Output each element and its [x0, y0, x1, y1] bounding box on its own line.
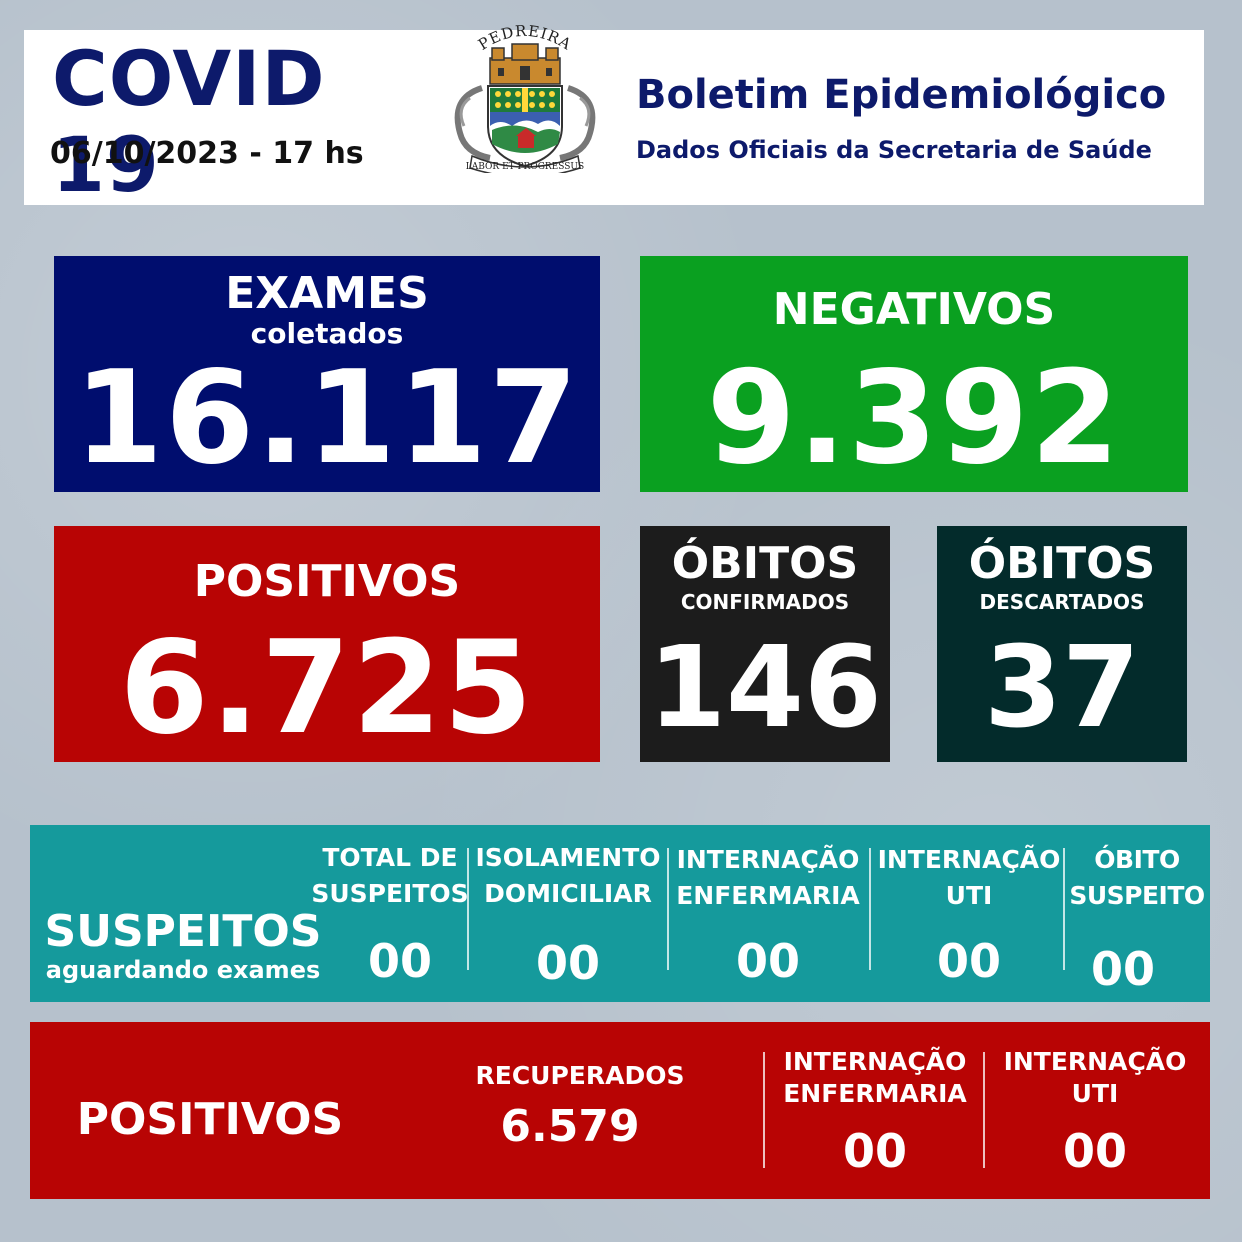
- obitos-confirmados-value: 146: [648, 623, 882, 753]
- exames-card: EXAMES coletados 16.117: [54, 256, 600, 493]
- positivos-card: POSITIVOS 6.725: [54, 526, 600, 763]
- exames-value: 16.117: [74, 344, 580, 493]
- positivos-divider: [763, 1052, 765, 1168]
- pedreira-crest-icon: PEDREIRA LABOR ET PROGRESSUS: [454, 22, 596, 173]
- suspeitos-divider: [869, 848, 871, 970]
- suspeitos-panel: [30, 825, 1210, 1002]
- suspeitos-col-isolamento-value: 00: [535, 936, 600, 990]
- suspeitos-col-uti-value: 00: [936, 934, 1001, 988]
- crest-motto: LABOR ET PROGRESSUS: [466, 162, 584, 172]
- suspeitos-col-enfermaria-label-1: INTERNAÇÃO: [676, 845, 860, 874]
- obitos-confirmados-card: ÓBITOS CONFIRMADOS 146: [640, 526, 890, 762]
- obitos-descartados-card: ÓBITOS DESCARTADOS 37: [937, 526, 1187, 762]
- suspeitos-title: SUSPEITOS: [44, 906, 322, 957]
- suspeitos-col-obito-label-2: SUSPEITO: [1069, 881, 1205, 910]
- recuperados-label: RECUPERADOS: [475, 1061, 685, 1090]
- exames-sublabel: coletados: [250, 317, 404, 350]
- positivos-enfermaria-value: 00: [842, 1124, 907, 1178]
- suspeitos-col-isolamento-label-2: DOMICILIAR: [484, 879, 652, 908]
- positivos-panel: [30, 1022, 1210, 1199]
- suspeitos-col-total-label-2: SUSPEITOS: [311, 879, 469, 908]
- suspeitos-col-total-value: 00: [367, 934, 432, 988]
- bulletin-date: 06/10/2023 - 17 hs: [50, 136, 364, 171]
- suspeitos-divider: [1063, 848, 1065, 970]
- positivos-uti-label-2: UTI: [1071, 1079, 1119, 1108]
- obitos-descartados-sublabel: DESCARTADOS: [979, 590, 1145, 614]
- obitos-descartados-label: ÓBITOS: [968, 538, 1156, 589]
- positivos-uti-label-1: INTERNAÇÃO: [1003, 1047, 1187, 1076]
- suspeitos-col-uti-label-2: UTI: [945, 881, 993, 910]
- suspeitos-col-uti-label-1: INTERNAÇÃO: [877, 845, 1061, 874]
- positivos-card-value: 6.725: [119, 614, 535, 763]
- positivos-title: POSITIVOS: [76, 1094, 344, 1145]
- obitos-descartados-value: 37: [984, 623, 1140, 753]
- suspeitos-col-isolamento-label-1: ISOLAMENTO: [475, 843, 661, 872]
- header-panel: [24, 30, 1204, 205]
- bulletin-title: Boletim Epidemiológico: [636, 72, 1167, 118]
- negativos-card: NEGATIVOS 9.392: [640, 256, 1188, 493]
- positivos-divider: [983, 1052, 985, 1168]
- positivos-enfermaria-label-2: ENFERMARIA: [783, 1079, 967, 1108]
- covid-title: COVID 19: [52, 34, 326, 209]
- recuperados-value: 6.579: [500, 1101, 640, 1152]
- positivos-card-label: POSITIVOS: [193, 556, 461, 607]
- suspeitos-col-obito-label-1: ÓBITO: [1094, 845, 1180, 874]
- obitos-confirmados-label: ÓBITOS: [671, 538, 859, 589]
- suspeitos-col-enfermaria-value: 00: [735, 934, 800, 988]
- bulletin-subtitle: Dados Oficiais da Secretaria de Saúde: [636, 136, 1152, 164]
- positivos-uti-value: 00: [1062, 1124, 1127, 1178]
- suspeitos-col-total-label-1: TOTAL DE: [322, 843, 458, 872]
- exames-label: EXAMES: [225, 268, 429, 319]
- suspeitos-divider: [667, 848, 669, 970]
- negativos-value: 9.392: [706, 344, 1122, 493]
- obitos-confirmados-sublabel: CONFIRMADOS: [680, 590, 850, 614]
- negativos-label: NEGATIVOS: [772, 284, 1056, 335]
- positivos-enfermaria-label-1: INTERNAÇÃO: [783, 1047, 967, 1076]
- suspeitos-col-obito-value: 00: [1090, 942, 1155, 996]
- suspeitos-col-enfermaria-label-2: ENFERMARIA: [676, 881, 860, 910]
- suspeitos-divider: [467, 848, 469, 970]
- suspeitos-subtitle: aguardando exames: [45, 956, 321, 984]
